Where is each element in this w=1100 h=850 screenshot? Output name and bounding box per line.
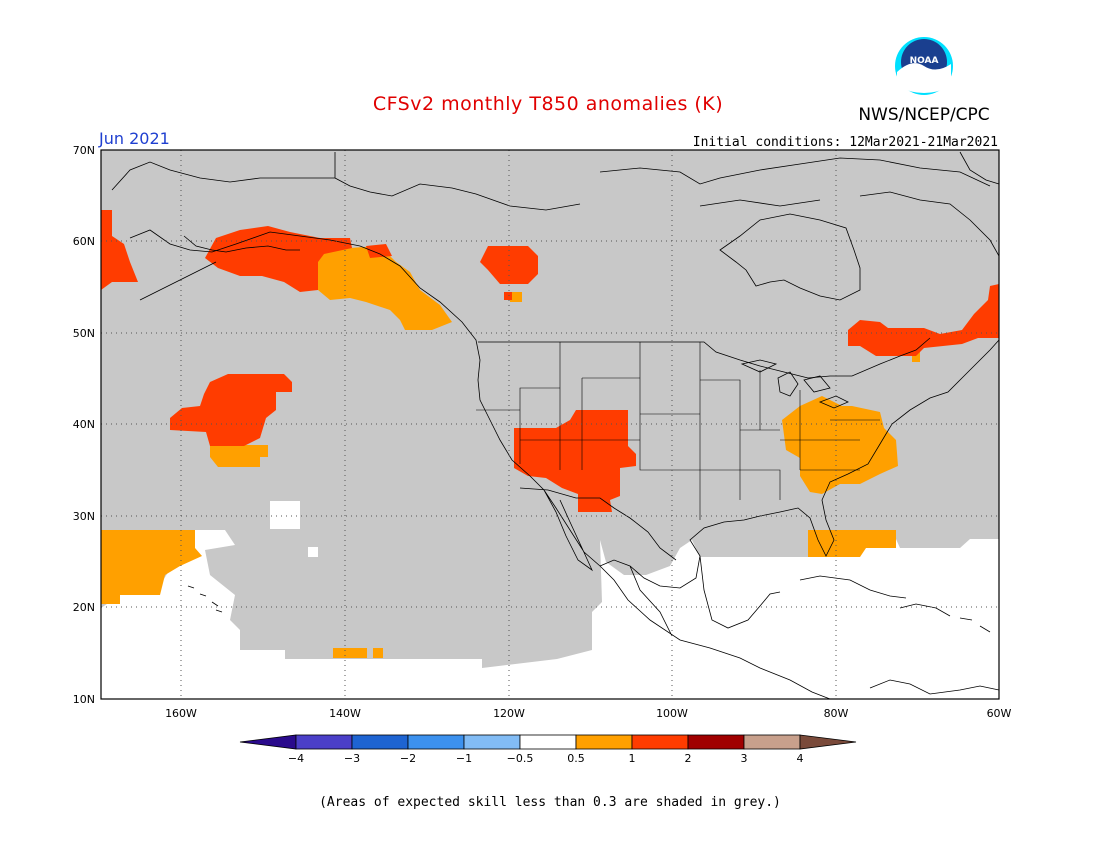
alaska-gulf-red [205, 226, 352, 292]
noaa-logo-text: NOAA [910, 56, 939, 66]
lon-tick-label: 80W [824, 707, 849, 720]
colorbar-tick-label: −1 [456, 752, 472, 765]
colorbar-tick-label: −0.5 [507, 752, 534, 765]
colorbar-segment [743, 734, 801, 750]
lat-tick-label: 70N [73, 144, 95, 157]
greenland-edge [959, 151, 1000, 185]
colorbar-tick-label: 3 [741, 752, 748, 765]
alaska-coast [183, 235, 300, 253]
tropical-white-area [101, 530, 999, 699]
colorbar-tick-label: −3 [344, 752, 360, 765]
map-plot [100, 149, 1000, 700]
hawaii-orange [101, 530, 202, 604]
quebec-maritimes-red [848, 284, 999, 356]
bering-red [101, 210, 138, 290]
alaska-panhandle-red [366, 244, 392, 258]
lon-tick-label: 60W [987, 707, 1012, 720]
lon-axis: 160W 140W 120W 100W 80W 60W [165, 707, 1011, 720]
agency-label: NWS/NCEP/CPC [858, 105, 989, 125]
mid-atlantic-orange [782, 396, 898, 494]
colorbar-segment [463, 734, 521, 750]
maritimes-orange-dot [912, 352, 920, 362]
colorbar-tick-label: −4 [288, 752, 304, 765]
colorbar-tick-label: 2 [685, 752, 692, 765]
colorbar-segment [687, 734, 745, 750]
arctic-islands [599, 157, 1000, 257]
lat-tick-label: 10N [73, 693, 95, 706]
anomaly-orange-layer [101, 246, 920, 658]
map-frame [100, 149, 1000, 700]
aleutian-chain [139, 261, 217, 301]
bc-coast-orange [318, 246, 452, 330]
south-pacific-orange-dot [373, 648, 383, 658]
lat-tick-label: 30N [73, 510, 95, 523]
florida-orange [808, 530, 896, 557]
colorbar-segment [295, 734, 353, 750]
hudson-bay-coast [719, 213, 861, 301]
colorbar-segment [351, 734, 409, 750]
colorbar-tick-label: 0.5 [567, 752, 585, 765]
colorbar-tick-label: −2 [400, 752, 416, 765]
lat-tick-label: 40N [73, 418, 95, 431]
pacific-high-red [170, 374, 292, 446]
hudson-bay-red-dot [504, 292, 512, 300]
lat-axis: 70N 60N 50N 40N 30N 20N 10N [73, 144, 95, 706]
colorbar-tick-label: 4 [797, 752, 804, 765]
colorbar: −4 −3 −2 −1 −0.5 0.5 1 2 3 4 [239, 734, 857, 765]
colorbar-tick-label: 1 [629, 752, 636, 765]
lon-tick-label: 140W [329, 707, 361, 720]
hawaiian-islands [187, 585, 223, 613]
lon-tick-label: 120W [493, 707, 525, 720]
southwest-us-red [514, 410, 636, 512]
lon-tick-label: 160W [165, 707, 197, 720]
lat-tick-label: 20N [73, 601, 95, 614]
us-canada-border [478, 337, 931, 379]
colorbar-segment [631, 734, 689, 750]
initial-conditions: Initial conditions: 12Mar2021-21Mar2021 [693, 135, 998, 150]
colorbar-segment [575, 734, 633, 750]
forecast-month: Jun 2021 [98, 129, 170, 148]
us-mexico-border [519, 487, 677, 561]
chart-title: CFSv2 monthly T850 anomalies (K) [373, 93, 723, 115]
colorbar-segment-low-tip [239, 734, 297, 750]
lon-tick-label: 100W [656, 707, 688, 720]
pacific-high-orange [210, 445, 268, 467]
lat-tick-label: 50N [73, 327, 95, 340]
south-pacific-orange [333, 648, 367, 658]
noaa-logo: NOAA [895, 37, 953, 95]
great-lakes [740, 359, 849, 409]
inland-orange-dot [510, 292, 522, 302]
noaa-logo-gull [897, 63, 951, 93]
pacific-white-dot [308, 547, 318, 557]
colorbar-segment-high-tip [799, 734, 857, 750]
colorbar-segment [519, 734, 577, 750]
anomaly-red-layer [101, 210, 999, 512]
skill-footnote: (Areas of expected skill less than 0.3 a… [319, 795, 781, 810]
lat-tick-label: 60N [73, 235, 95, 248]
colorbar-segment [407, 734, 465, 750]
pacific-white-patch [270, 501, 300, 529]
map-outlines [111, 151, 1000, 700]
cuba-caribbean [799, 575, 1000, 695]
